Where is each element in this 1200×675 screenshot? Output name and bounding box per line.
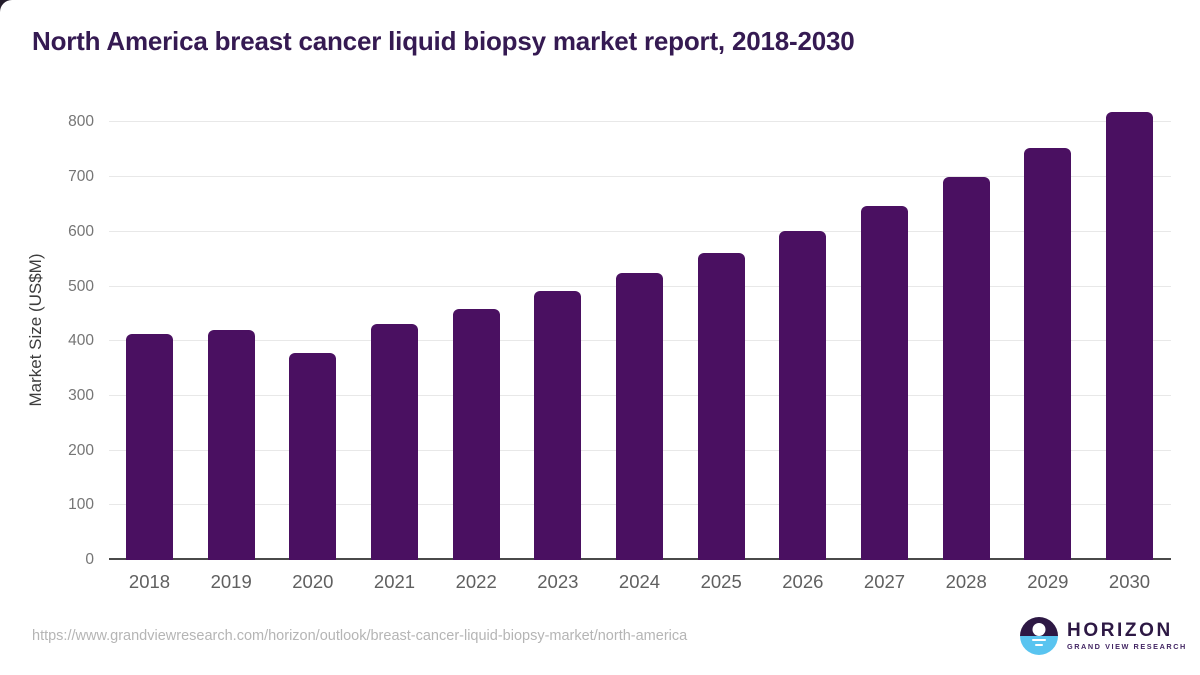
y-tick-label-400: 400: [68, 332, 94, 350]
bar-2021: [371, 324, 418, 560]
x-tick-label-2020: 2020: [292, 571, 334, 592]
bar-2024: [616, 273, 663, 560]
horizon-logo: HORIZON GRAND VIEW RESEARCH: [1020, 617, 1187, 655]
bar-2022: [452, 308, 500, 560]
horizon-sun-icon: [1020, 617, 1058, 655]
bar-2025: [697, 253, 745, 560]
y-tick-label-600: 600: [68, 222, 94, 240]
source-url-text: https://www.grandviewresearch.com/horizo…: [32, 628, 688, 644]
x-tick-label-2023: 2023: [537, 571, 579, 592]
y-tick-label-200: 200: [68, 441, 94, 459]
bar-2020: [289, 352, 337, 560]
bar-2019: [207, 329, 255, 560]
window-corner-mask: [0, 0, 26, 26]
logo-text: HORIZON GRAND VIEW RESEARCH: [1067, 621, 1187, 650]
bar-2030: [1106, 112, 1153, 560]
x-tick-label-2028: 2028: [945, 571, 987, 592]
y-tick-label-800: 800: [68, 113, 94, 131]
x-tick-label-2027: 2027: [863, 571, 906, 592]
gridline-700: [109, 176, 1171, 178]
logo-tagline: GRAND VIEW RESEARCH: [1067, 642, 1187, 652]
gridline-800: [109, 121, 1171, 123]
y-tick-label-500: 500: [68, 277, 94, 295]
reflection-line: [1032, 638, 1046, 641]
x-tick-label-2019: 2019: [210, 571, 252, 592]
sun-circle: [1032, 623, 1046, 636]
y-tick-label-300: 300: [68, 386, 94, 404]
bar-2027: [861, 206, 908, 560]
bar-2029: [1024, 147, 1072, 560]
x-tick-label-2030: 2030: [1108, 571, 1151, 592]
y-tick-label-700: 700: [68, 168, 94, 186]
bar-2023: [534, 291, 582, 560]
y-axis-title: Market Size (US$M): [26, 253, 45, 407]
x-tick-label-2021: 2021: [373, 571, 416, 592]
reflection-line: [1035, 643, 1043, 646]
y-tick-label-100: 100: [68, 496, 94, 514]
logo-brand-name: HORIZON: [1067, 620, 1173, 642]
x-tick-label-2022: 2022: [455, 571, 497, 592]
plot-area: 0 100 200 300 400 500 600 700 800 2018 2019 2020 202…: [68, 100, 1171, 592]
x-tick-label-2018: 2018: [128, 571, 171, 592]
x-tick-label-2026: 2026: [782, 571, 824, 592]
x-tick-label-2025: 2025: [700, 571, 742, 592]
x-tick-label-2029: 2029: [1027, 571, 1069, 592]
bar-2018: [126, 333, 173, 560]
bar-2028: [942, 177, 990, 560]
gridline-600: [109, 230, 1171, 232]
page-title: North America breast cancer liquid biops…: [32, 26, 855, 56]
x-tick-label-2024: 2024: [618, 571, 661, 592]
y-tick-label-0: 0: [85, 551, 94, 568]
bar-2026: [779, 231, 827, 560]
